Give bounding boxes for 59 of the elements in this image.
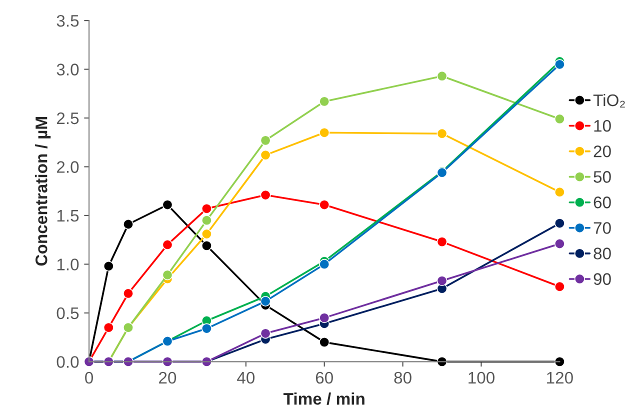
- point: [554, 281, 565, 292]
- y-axis-title: Concentration / µM: [35, 117, 51, 266]
- x-axis-title: Time / min: [283, 392, 364, 405]
- legend-label: 20: [594, 145, 611, 158]
- point: [260, 190, 271, 200]
- point: [436, 236, 448, 248]
- point: [554, 218, 565, 229]
- point: [201, 240, 212, 251]
- point: [319, 96, 330, 107]
- y-tick-label: 3.5: [56, 14, 79, 27]
- legend-label: 70: [594, 222, 611, 234]
- point: [436, 70, 448, 82]
- point: [201, 215, 212, 226]
- y-tick-label: 2.0: [56, 161, 79, 173]
- legend-label: 80: [594, 248, 611, 260]
- point: [319, 312, 330, 324]
- point: [201, 228, 212, 240]
- point: [554, 114, 565, 124]
- point: [201, 323, 212, 334]
- x-tick-label: 0: [85, 372, 94, 384]
- point: [103, 322, 114, 333]
- point: [319, 127, 330, 138]
- y-tick-label: 1.0: [57, 258, 79, 270]
- y-tick-label: 1.5: [57, 210, 79, 222]
- x-tick-label: 40: [237, 372, 255, 384]
- legend-label: 60: [594, 196, 611, 208]
- point: [554, 238, 565, 250]
- point: [319, 336, 330, 348]
- point: [319, 199, 330, 210]
- point: [103, 260, 114, 272]
- x-tick-label: 80: [394, 372, 412, 384]
- x-tick-label: 100: [468, 372, 494, 384]
- legend-label: 90: [594, 273, 611, 285]
- point: [436, 128, 448, 139]
- point: [162, 239, 173, 250]
- y-tick-label: 2.5: [56, 112, 79, 124]
- x-tick-label: 60: [316, 372, 333, 384]
- point: [554, 186, 565, 198]
- legend-label: 50: [594, 171, 611, 183]
- legend-label: TiO₂: [593, 94, 625, 108]
- point: [122, 218, 134, 230]
- point: [554, 59, 565, 70]
- x-tick-label: 120: [547, 372, 573, 384]
- point: [554, 356, 565, 367]
- legend-label: 10: [594, 120, 611, 132]
- point: [319, 258, 330, 270]
- point: [162, 199, 173, 210]
- y-tick-label: 0.5: [56, 307, 79, 320]
- point: [436, 276, 448, 286]
- point: [201, 203, 212, 214]
- point: [260, 328, 271, 339]
- y-tick-label: 0.0: [56, 356, 79, 368]
- point: [260, 150, 271, 160]
- point: [260, 296, 271, 307]
- point: [260, 135, 271, 146]
- y-tick-label: 3.0: [56, 64, 79, 76]
- x-tick-label: 20: [159, 372, 176, 384]
- point: [122, 288, 134, 299]
- point: [162, 270, 173, 280]
